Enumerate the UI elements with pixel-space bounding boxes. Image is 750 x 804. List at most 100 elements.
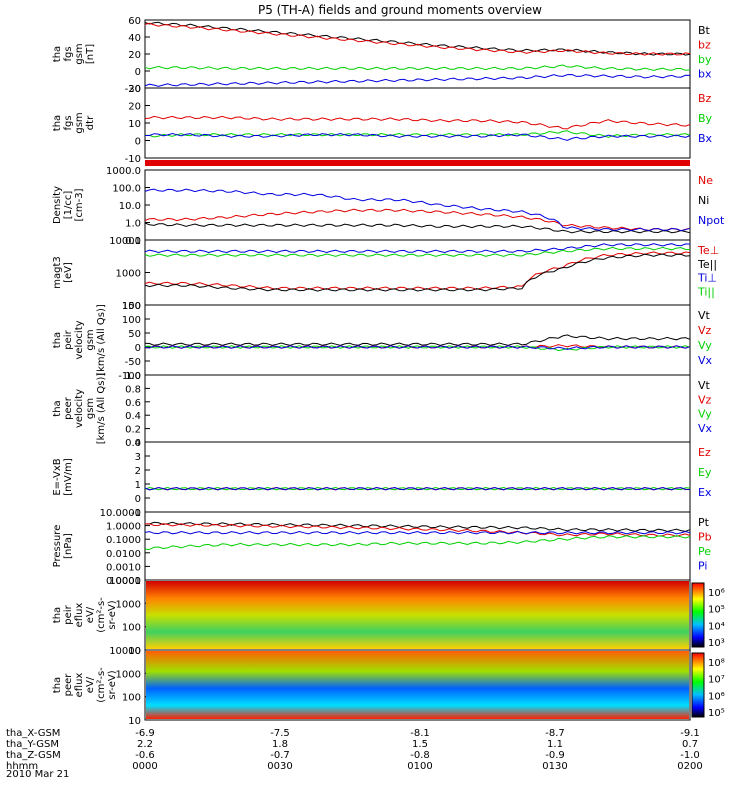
y-axis-label: peir bbox=[63, 329, 74, 349]
legend-Vt: Vt bbox=[698, 309, 711, 322]
y-axis-label: [km/s (All Qs)] bbox=[96, 373, 107, 445]
y-axis-label: peer bbox=[63, 396, 74, 420]
y-axis-label: gsm bbox=[74, 112, 85, 133]
series-line-Ne bbox=[144, 208, 691, 232]
y-axis-label: dtr bbox=[85, 115, 96, 130]
panel-frame bbox=[144, 239, 691, 306]
y-axis-label: tha bbox=[52, 46, 63, 62]
legend-by: by bbox=[698, 53, 712, 66]
y-axis-label: [cm-3] bbox=[74, 188, 85, 221]
legend-Ne: Ne bbox=[698, 174, 713, 187]
y-axis-label: [nT] bbox=[85, 44, 96, 64]
y-tick-label: 30 bbox=[128, 84, 141, 95]
series-line-Vt bbox=[144, 334, 691, 346]
legend-Pe: Pe bbox=[698, 545, 711, 558]
panel-4: 10000 1000 100 magt3 [eV] Te⊥Te||Ti⊥Ti|| bbox=[52, 236, 719, 312]
legend-Vx: Vx bbox=[698, 422, 713, 435]
y-tick-label: 10.0 bbox=[119, 201, 141, 212]
orbit-value: 0200 bbox=[677, 761, 702, 772]
legend-Vy: Vy bbox=[698, 339, 712, 352]
y-axis-label: E=-VxB bbox=[52, 458, 63, 495]
colorbar-tick-label: 10⁴ bbox=[708, 621, 725, 632]
y-tick-label: 10 bbox=[128, 119, 141, 130]
y-tick-label: 0.1 bbox=[125, 236, 141, 247]
panel-frame bbox=[144, 374, 691, 443]
y-axis-label: velocity bbox=[74, 320, 85, 359]
colorbar-tick-label: 10⁶ bbox=[708, 691, 725, 702]
colorbar-tick-label: 10⁷ bbox=[708, 675, 725, 686]
colorbar-tick-label: 10⁵ bbox=[708, 605, 725, 616]
legend-bz: bz bbox=[698, 39, 711, 52]
y-tick-label: 10.0000 bbox=[100, 508, 141, 519]
y-tick-label: 0 bbox=[135, 67, 141, 78]
colorbar bbox=[691, 652, 705, 718]
panel-frame bbox=[144, 649, 691, 721]
y-axis-label: fgs bbox=[63, 46, 74, 61]
legend-Pt: Pt bbox=[698, 516, 710, 529]
series-line-Pb bbox=[144, 523, 691, 537]
y-tick-label: 10 bbox=[128, 716, 141, 727]
y-tick-label: 0.2 bbox=[125, 425, 141, 436]
panel-3: 1000.0 100.0 10.0 1.0 0.1 Density [1/cc] [cm-3]… bbox=[52, 166, 725, 247]
y-axis-label: magt3 bbox=[52, 256, 63, 289]
legend-Vy: Vy bbox=[698, 408, 712, 421]
orbit-value: 0000 bbox=[132, 761, 157, 772]
heatmap-area bbox=[146, 651, 689, 719]
legend-Ex: Ex bbox=[698, 486, 712, 499]
orbit-row-label: tha_Z-GSM bbox=[6, 750, 61, 761]
y-tick-label: -50 bbox=[125, 357, 141, 368]
legend-Ey: Ey bbox=[698, 466, 712, 479]
series-line-Ti⊥ bbox=[144, 243, 691, 254]
colorbar-tick-label: 10⁸ bbox=[708, 658, 725, 669]
y-axis-label: [nPa] bbox=[63, 533, 74, 559]
y-tick-label: 0.4 bbox=[125, 411, 141, 422]
heatmap-area bbox=[146, 581, 689, 649]
orbit-value: 1.1 bbox=[547, 739, 563, 750]
orbit-value: 0.7 bbox=[682, 739, 698, 750]
orbit-table: tha_X-GSM -6.9 -7.5 -8.1 -8.7 -9.1 tha_Y-GSM 2.… bbox=[6, 728, 703, 772]
y-tick-label: 3 bbox=[135, 452, 141, 463]
orbit-value: -0.7 bbox=[270, 750, 290, 761]
y-axis-label: eV/ bbox=[85, 676, 96, 693]
series-line-Bz bbox=[144, 115, 691, 130]
y-tick-label: 0 bbox=[135, 343, 141, 354]
y-tick-label: 100 bbox=[122, 301, 141, 312]
legend-Ez: Ez bbox=[698, 446, 711, 459]
bar-indicator bbox=[145, 160, 690, 166]
series-line-By bbox=[144, 130, 691, 138]
y-tick-label: 10000 bbox=[109, 236, 141, 247]
legend-Ti||: Ti|| bbox=[697, 285, 715, 298]
y-tick-label: 0.8 bbox=[125, 384, 141, 395]
y-tick-label: 20 bbox=[128, 102, 141, 113]
y-tick-label: 150 bbox=[122, 301, 141, 312]
series-line-Ni bbox=[144, 222, 691, 234]
orbit-value: 0100 bbox=[407, 761, 432, 772]
y-axis-label: tha bbox=[52, 332, 63, 348]
series-line-bx bbox=[144, 73, 691, 87]
y-axis-label: [km/s (All Qs)] bbox=[96, 304, 107, 376]
y-axis-label: gsm bbox=[85, 329, 96, 350]
y-tick-label: 4 bbox=[135, 438, 141, 449]
series-line-by bbox=[144, 64, 691, 72]
y-tick-label: 100 bbox=[122, 315, 141, 326]
y-tick-label: 1000 bbox=[116, 669, 141, 680]
orbit-value: 1.8 bbox=[272, 739, 288, 750]
series-line-Vx bbox=[144, 345, 691, 351]
y-axis-label: [1/cc] bbox=[63, 191, 74, 220]
y-tick-label: 40 bbox=[128, 33, 141, 44]
panel-frame bbox=[144, 87, 691, 159]
y-tick-label: -10 bbox=[125, 154, 141, 165]
y-axis-label: peer bbox=[63, 673, 74, 697]
y-tick-label: 0.1000 bbox=[106, 535, 141, 546]
y-axis-label: gsm bbox=[85, 398, 96, 419]
y-axis-label: gsm bbox=[74, 43, 85, 64]
legend-Te⊥: Te⊥ bbox=[697, 244, 719, 257]
panel-6: 1.0 0.8 0.6 0.4 0.2 0.0 tha peer velocity gsm [km/… bbox=[52, 371, 713, 449]
legend-Bt: Bt bbox=[698, 24, 711, 37]
series-line-Pi bbox=[144, 530, 691, 535]
y-tick-label: 10000 bbox=[109, 646, 141, 657]
panel-8: 10.0000 1.0000 0.1000 0.0100 0.0010 0.0001 Pre… bbox=[52, 508, 712, 587]
y-tick-label: 10 bbox=[128, 646, 141, 657]
